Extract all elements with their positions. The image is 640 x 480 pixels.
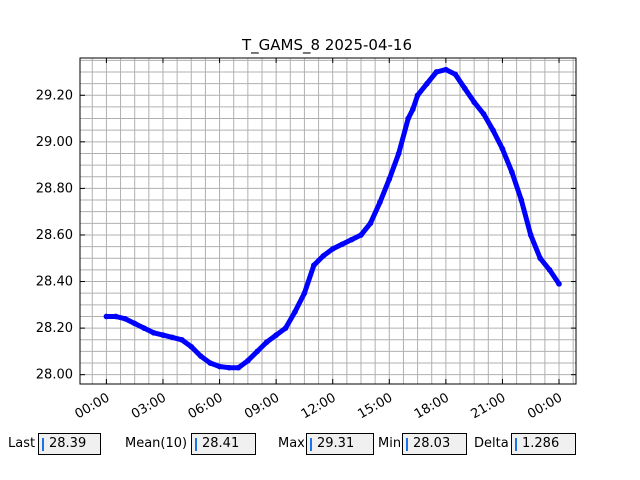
x-tick-label: 00:00: [525, 390, 565, 422]
data-point: [113, 313, 119, 320]
data-point: [216, 363, 223, 370]
data-point: [480, 111, 487, 117]
data-point: [410, 106, 416, 113]
data-point: [329, 246, 336, 252]
data-point: [461, 85, 468, 92]
y-tick-label: 28.20: [36, 321, 73, 336]
data-point: [546, 267, 553, 273]
data-point: [367, 220, 374, 227]
data-point: [518, 197, 525, 203]
data-point: [509, 169, 515, 175]
data-point: [160, 332, 166, 338]
data-point: [537, 255, 543, 262]
data-point: [358, 232, 364, 238]
data-point: [452, 71, 459, 78]
data-point: [414, 92, 421, 99]
data-point: [207, 360, 213, 366]
data-point: [499, 146, 506, 152]
data-point: [311, 262, 317, 269]
data-point: [245, 357, 251, 364]
x-tick-label: 21:00: [468, 390, 508, 422]
data-point: [433, 69, 440, 75]
x-tick-label: 06:00: [186, 390, 226, 422]
data-point: [377, 199, 383, 206]
x-tick-label: 18:00: [412, 390, 452, 422]
data-point: [282, 325, 289, 331]
text-cursor: [406, 438, 408, 451]
y-tick-label: 29.00: [36, 135, 73, 150]
min-label: Min: [378, 436, 402, 451]
data-point: [320, 253, 327, 259]
data-point: [556, 281, 562, 287]
last-label: Last: [8, 436, 36, 451]
data-point: [471, 99, 477, 106]
data-point: [150, 329, 157, 336]
plot-frame: [79, 57, 577, 385]
min-value-field[interactable]: 28.03: [402, 433, 467, 455]
x-tick-label: 09:00: [242, 390, 282, 422]
max-value: 29.31: [317, 436, 355, 451]
data-point: [235, 364, 242, 371]
y-tick-label: 29.20: [36, 88, 73, 103]
text-cursor: [515, 438, 517, 451]
delta-value: 1.286: [522, 436, 560, 451]
x-tick-label: 00:00: [72, 390, 112, 422]
data-point: [179, 336, 185, 343]
temperature-series: [103, 66, 562, 371]
x-tick-label: 03:00: [129, 390, 169, 422]
data-point: [395, 150, 402, 157]
data-point: [197, 353, 204, 359]
data-point: [263, 339, 270, 345]
chart-grid: [80, 58, 576, 384]
data-point: [131, 320, 138, 327]
max-value-field[interactable]: 29.31: [306, 433, 374, 455]
data-point: [490, 127, 496, 133]
data-point: [273, 332, 279, 338]
y-axis: 28.00 28.20 28.40 28.60 28.80 29.00 29.20: [36, 88, 576, 383]
data-point: [292, 309, 298, 315]
last-value-field[interactable]: 28.39: [38, 433, 101, 455]
text-cursor: [195, 438, 197, 451]
delta-value-field[interactable]: 1.286: [511, 433, 576, 455]
chart-title: T_GAMS_8 2025-04-16: [241, 36, 412, 55]
data-point: [103, 313, 110, 320]
data-point: [141, 325, 147, 331]
data-point: [169, 334, 176, 341]
mean-label: Mean(10): [125, 436, 188, 451]
x-tick-label: 12:00: [299, 390, 339, 422]
y-tick-label: 28.80: [36, 181, 73, 196]
last-value: 28.39: [49, 436, 87, 451]
y-tick-label: 28.00: [36, 368, 73, 383]
max-label: Max: [278, 436, 305, 451]
data-point: [301, 290, 308, 296]
text-cursor: [42, 438, 44, 451]
mean-value-field[interactable]: 28.41: [191, 433, 256, 455]
data-point: [188, 343, 195, 350]
min-value: 28.03: [413, 436, 451, 451]
y-tick-label: 28.40: [36, 275, 73, 290]
data-point: [424, 80, 430, 87]
data-point: [339, 241, 345, 248]
data-point: [405, 115, 411, 122]
x-tick-label: 15:00: [355, 390, 395, 422]
data-point: [527, 232, 534, 238]
data-point: [122, 316, 129, 322]
data-point: [348, 236, 355, 243]
data-point: [443, 66, 449, 73]
data-point: [386, 176, 393, 182]
delta-label: Delta: [474, 436, 509, 451]
data-point: [226, 364, 232, 371]
y-tick-label: 28.60: [36, 228, 73, 243]
text-cursor: [310, 438, 312, 451]
mean-value: 28.41: [202, 436, 240, 451]
data-point: [254, 348, 261, 355]
line-chart: T_GAMS_8 2025-04-16 00:00 03:00 06:00 09:00…: [36, 36, 577, 422]
